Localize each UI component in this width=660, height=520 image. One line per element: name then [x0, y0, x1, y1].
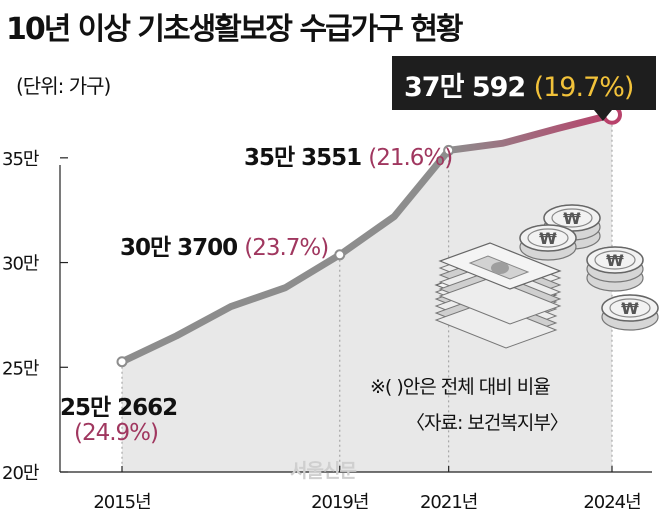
data-point-2021 [443, 144, 455, 156]
ratio-2015: (24.9%) [74, 420, 159, 446]
value-2015: 25만 2662 [60, 395, 178, 421]
x-tick-label: 2015년 [93, 492, 150, 513]
y-tick-label: 25만 [2, 358, 39, 379]
ratio-label-2015: (24.9%) [74, 420, 159, 446]
bill-layer [438, 277, 562, 325]
series-line [118, 146, 453, 366]
data-label-2015: 25만 2662 [60, 388, 178, 422]
y-tick-label: 20만 [2, 463, 39, 484]
won-sign-icon: ₩ [621, 299, 639, 318]
value-2021: 35만 3551 [244, 145, 362, 171]
coin-rim [594, 250, 636, 270]
chart-title: 10년 이상 기초생활보장 수급가구 현황 [6, 12, 464, 47]
coin-rim [527, 228, 569, 248]
y-tick-label: 35만 [2, 149, 39, 170]
ratio-2021: (21.6%) [368, 145, 453, 171]
won-sign-icon: ₩ [606, 251, 624, 270]
x-tick-label: 2021년 [420, 492, 477, 513]
coin-stack-icon: ₩ [601, 294, 659, 331]
coin-rim [609, 298, 651, 318]
value-2019: 30만 3700 [120, 235, 238, 261]
ratio-2019: (23.7%) [244, 235, 329, 261]
callout-pointer [594, 110, 612, 121]
area-fill [122, 114, 612, 473]
data-label-2019: 30만 3700 (23.7%) [120, 228, 329, 262]
coin-stack-icon: ₩ [519, 224, 577, 261]
value-2024: 37만 592 [404, 72, 526, 103]
bill-portrait [491, 262, 509, 274]
source-label: 〈자료: 보건복지부〉 [406, 412, 569, 434]
unit-label: (단위: 가구) [16, 74, 111, 98]
highlight-callout-2024: 37만 592 (19.7%) [392, 56, 656, 110]
ratio-2024: (19.7%) [533, 72, 635, 103]
x-tick-label: 2019년 [311, 492, 368, 513]
coin-stack-icon: ₩ [586, 246, 644, 292]
data-point-2019 [334, 249, 346, 261]
x-tick-label: 2024년 [583, 492, 640, 513]
footnote: ※( )안은 전체 대비 비율 [370, 376, 551, 398]
money-stack-icon [438, 242, 562, 325]
won-sign-icon: ₩ [539, 229, 557, 248]
series-line-highlight [445, 111, 616, 154]
money-stack-and-won-coins-icon: ₩ ₩ ₩ ₩ [434, 204, 659, 349]
won-sign-icon: ₩ [563, 209, 581, 228]
data-point-2015 [116, 356, 128, 368]
y-tick-label: 30만 [2, 254, 39, 275]
coin-rim [551, 208, 593, 228]
data-label-2021: 35만 3551 (21.6%) [244, 138, 453, 172]
watermark: 서울신문 [290, 460, 357, 482]
